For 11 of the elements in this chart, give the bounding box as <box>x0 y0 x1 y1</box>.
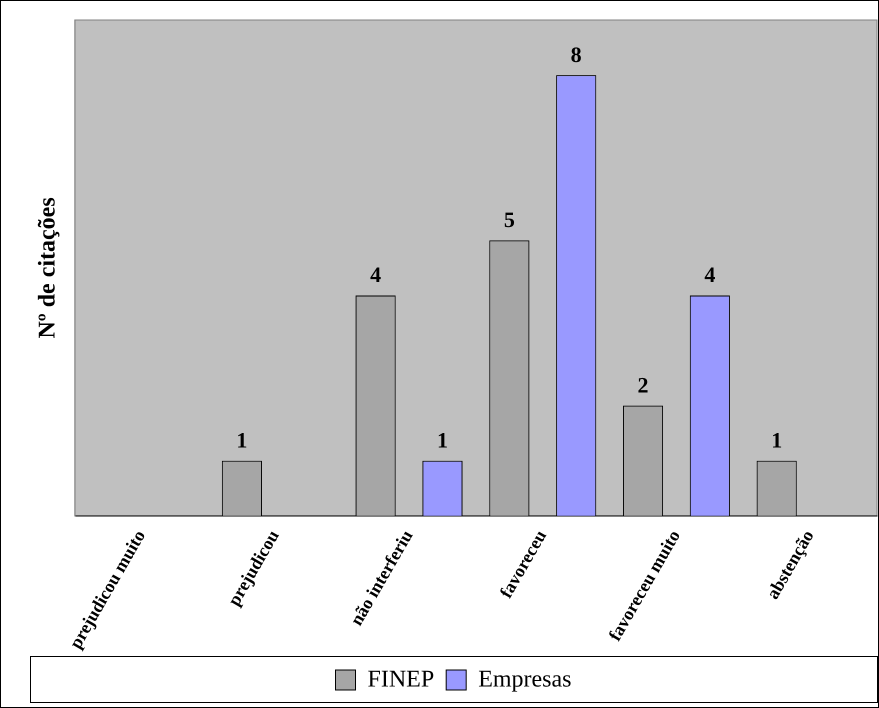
data-label: 4 <box>370 262 382 288</box>
data-label: 1 <box>236 427 248 452</box>
data-label: 1 <box>436 427 448 452</box>
data-label: 2 <box>638 372 649 398</box>
legend-label: FINEP <box>368 666 434 692</box>
legend-label: Empresas <box>478 666 572 692</box>
y-axis-title: Nº de citações <box>34 197 61 339</box>
data-label: 5 <box>504 207 515 232</box>
data-label: 1 <box>771 427 782 452</box>
data-label: 8 <box>570 42 582 67</box>
data-label: 4 <box>704 262 716 288</box>
